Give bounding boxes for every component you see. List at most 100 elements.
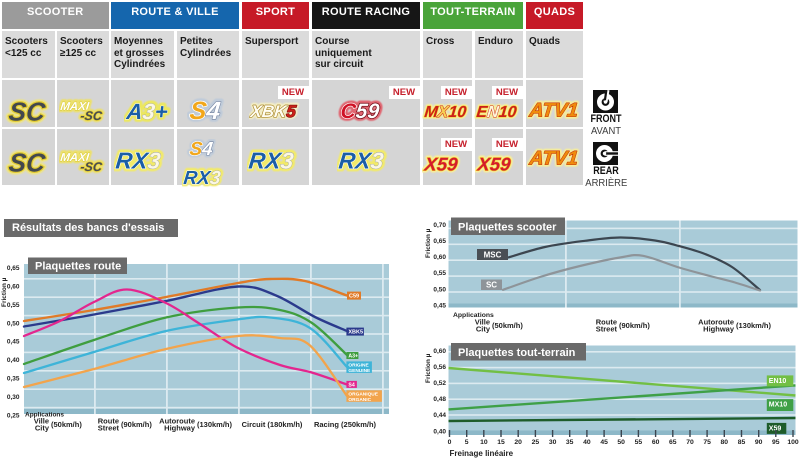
svg-text:Circuit (180km/h): Circuit (180km/h)	[242, 420, 303, 429]
svg-text:0,55: 0,55	[433, 270, 446, 277]
svg-text:95: 95	[772, 439, 780, 446]
svg-text:S4: S4	[188, 139, 214, 160]
svg-text:5: 5	[465, 439, 469, 446]
svg-text:(90km/h): (90km/h)	[121, 420, 152, 429]
svg-text:Freinage linéaire: Freinage linéaire	[450, 449, 514, 458]
svg-text:City: City	[476, 324, 491, 333]
svg-text:SC: SC	[7, 148, 47, 178]
svg-text:(50km/h): (50km/h)	[492, 321, 523, 330]
svg-text:S4: S4	[348, 383, 354, 389]
svg-text:15: 15	[497, 439, 505, 446]
svg-text:SC: SC	[7, 148, 47, 178]
svg-text:X59: X59	[423, 154, 460, 175]
svg-text:-SC: -SC	[80, 160, 104, 174]
svg-text:85: 85	[738, 439, 746, 446]
svg-text:0,52: 0,52	[433, 380, 446, 387]
svg-text:20: 20	[514, 439, 522, 446]
svg-text:0,50: 0,50	[433, 286, 446, 293]
svg-text:C59: C59	[349, 294, 359, 300]
svg-text:65: 65	[669, 439, 677, 446]
svg-text:MX10: MX10	[424, 103, 468, 121]
svg-text:RX3: RX3	[182, 168, 222, 189]
svg-text:-SC: -SC	[80, 109, 104, 123]
svg-text:Ville: Ville	[34, 417, 49, 426]
svg-text:0,48: 0,48	[433, 396, 446, 403]
svg-text:0,65: 0,65	[433, 238, 446, 245]
svg-text:100: 100	[787, 439, 799, 446]
svg-text:EN10: EN10	[476, 103, 518, 121]
svg-text:ORGANIQUE: ORGANIQUE	[348, 392, 378, 398]
svg-text:Highway: Highway	[164, 423, 196, 432]
svg-text:0,56: 0,56	[433, 364, 446, 371]
svg-text:C59: C59	[339, 100, 380, 123]
svg-text:RX3: RX3	[337, 148, 385, 173]
svg-text:SC: SC	[7, 97, 47, 127]
svg-text:XBK5: XBK5	[348, 330, 363, 336]
svg-text:-SC: -SC	[80, 109, 104, 123]
svg-text:EN10: EN10	[769, 378, 787, 385]
svg-text:Applications: Applications	[25, 412, 64, 419]
svg-text:XBK5: XBK5	[249, 102, 297, 121]
svg-text:Street: Street	[98, 423, 120, 432]
svg-text:90: 90	[755, 439, 763, 446]
svg-text:0: 0	[448, 439, 452, 446]
svg-text:0,45: 0,45	[433, 302, 446, 309]
svg-text:A3+: A3+	[124, 99, 169, 124]
svg-text:Route: Route	[98, 417, 119, 426]
svg-text:RX3: RX3	[182, 168, 222, 189]
svg-text:X59: X59	[476, 154, 513, 175]
svg-text:ATV1: ATV1	[527, 100, 579, 122]
svg-text:25: 25	[532, 439, 540, 446]
svg-text:0,35: 0,35	[7, 376, 20, 383]
svg-text:10: 10	[480, 439, 488, 446]
svg-text:RX3: RX3	[337, 148, 385, 173]
svg-text:0,30: 0,30	[7, 394, 20, 401]
svg-text:XBK5: XBK5	[249, 102, 297, 121]
svg-text:Friction µ: Friction µ	[425, 353, 432, 383]
svg-text:ATV1: ATV1	[527, 148, 579, 170]
svg-text:0,70: 0,70	[433, 222, 446, 229]
svg-text:(130km/h): (130km/h)	[197, 420, 233, 429]
svg-text:MX10: MX10	[769, 402, 787, 409]
svg-text:C59: C59	[339, 100, 380, 123]
svg-text:X59: X59	[769, 425, 782, 432]
svg-text:30: 30	[549, 439, 557, 446]
svg-text:RX3: RX3	[247, 148, 295, 173]
svg-text:Route: Route	[596, 318, 617, 327]
svg-text:0,45: 0,45	[7, 339, 20, 346]
svg-text:Applications: Applications	[453, 312, 494, 319]
svg-text:0,44: 0,44	[433, 412, 446, 419]
svg-text:35: 35	[566, 439, 574, 446]
svg-text:(130km/h): (130km/h)	[736, 321, 772, 330]
svg-text:S4: S4	[188, 97, 222, 125]
svg-text:City: City	[35, 423, 50, 432]
svg-text:0,40: 0,40	[7, 357, 20, 364]
svg-text:0,60: 0,60	[433, 254, 446, 261]
svg-text:ATV1: ATV1	[527, 100, 579, 122]
svg-text:X59: X59	[423, 154, 460, 175]
svg-text:Ville: Ville	[475, 318, 490, 327]
svg-text:GENUINE: GENUINE	[348, 368, 371, 374]
svg-text:MX10: MX10	[424, 103, 468, 121]
svg-text:50: 50	[617, 439, 625, 446]
svg-text:0,25: 0,25	[7, 412, 20, 419]
svg-text:MAXI: MAXI	[60, 152, 91, 164]
svg-text:60: 60	[652, 439, 660, 446]
svg-text:RX3: RX3	[114, 148, 162, 173]
svg-text:EN10: EN10	[476, 103, 518, 121]
svg-text:Plaquettes scooter: Plaquettes scooter	[458, 222, 557, 234]
svg-text:0,60: 0,60	[433, 348, 446, 355]
svg-text:MAXI: MAXI	[60, 101, 91, 113]
svg-text:MSC: MSC	[484, 251, 502, 260]
svg-text:45: 45	[600, 439, 608, 446]
svg-text:Autoroute: Autoroute	[159, 417, 195, 426]
svg-text:0,40: 0,40	[433, 428, 446, 435]
svg-text:MAXI: MAXI	[60, 152, 91, 164]
svg-text:Highway: Highway	[703, 324, 735, 333]
svg-text:0,55: 0,55	[7, 302, 20, 309]
svg-text:0,50: 0,50	[7, 320, 20, 327]
svg-text:Plaquettes tout-terrain: Plaquettes tout-terrain	[458, 347, 576, 359]
svg-text:(50km/h): (50km/h)	[51, 420, 82, 429]
svg-text:Racing (250km/h): Racing (250km/h)	[314, 420, 377, 429]
svg-text:MAXI: MAXI	[60, 101, 91, 113]
